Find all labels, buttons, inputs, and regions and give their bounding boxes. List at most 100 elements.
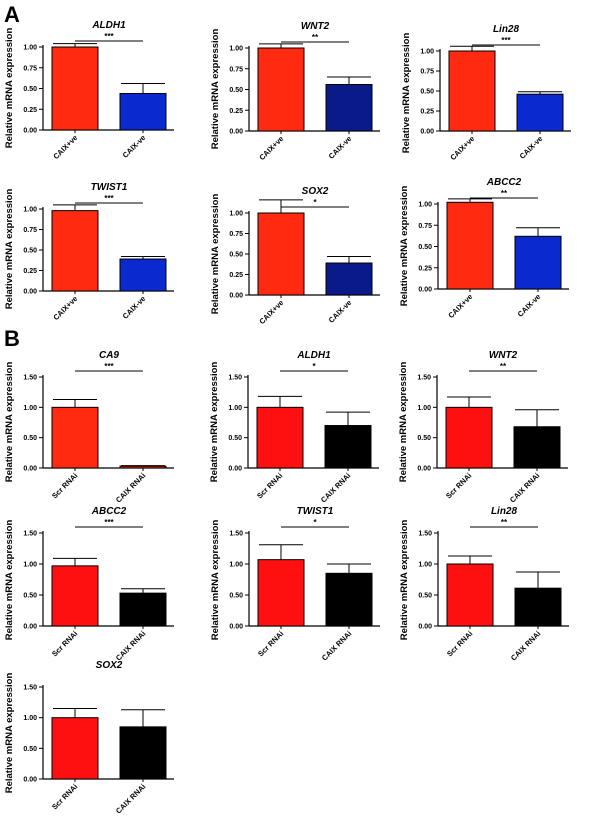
y-tick-label: 1.00 [228, 405, 242, 412]
bar-caix-rnai [119, 726, 167, 780]
y-tick-label: 0.50 [228, 435, 242, 442]
chart-a-twist1: Relative mRNA expression TWIST1 0.00 0.25 0.… [4, 182, 174, 322]
chart-title: WNT2 [489, 350, 518, 361]
x-tick-label: Scr RNAi [445, 629, 474, 658]
y-tick-label: 1.50 [418, 531, 432, 538]
y-axis-label: Relative mRNA expression [399, 186, 410, 307]
y-tick-label: 1.00 [229, 211, 243, 218]
bar-caix-ve [51, 46, 99, 131]
y-tick-label: 0.50 [23, 593, 37, 600]
x-tick-label: Scr RNAi [256, 629, 285, 658]
y-tick-label: 0.50 [23, 248, 37, 255]
y-tick-label: 1.50 [417, 375, 431, 382]
bar-caix-ve [448, 50, 496, 132]
panel-label-a: A [4, 2, 20, 27]
chart-a-sox2: Relative mRNA expression SOX2 0.00 0.25 0.50… [210, 186, 380, 326]
bar-caix-ve [514, 235, 562, 290]
x-tick-label: CAIX-ve [327, 134, 354, 161]
x-tick-label: CAIX+ve [51, 133, 79, 161]
bar-caix-ve [119, 258, 167, 292]
chart-b-aldh1: Relative mRNA expression ALDH1 0.00 0.50 1.0… [209, 350, 379, 505]
x-tick-label: CAIX-ve [516, 292, 543, 319]
y-axis-label: Relative mRNA expression [210, 194, 221, 315]
y-tick-label: 1.50 [23, 531, 37, 538]
bar-caix-ve [325, 262, 373, 296]
y-tick-label: 0.75 [229, 66, 243, 73]
y-tick-label: 1.00 [23, 45, 37, 52]
y-tick-label: 1.00 [229, 562, 243, 569]
y-tick-label: 0.00 [229, 129, 243, 136]
bar-caix-rnai [119, 592, 167, 627]
x-tick-label: CAIX RNAi [114, 782, 147, 815]
bar-caix-ve [257, 212, 305, 296]
y-tick-label: 0.00 [23, 289, 37, 296]
chart-title: WNT2 [301, 21, 330, 32]
y-tick-label: 0.00 [229, 293, 243, 300]
y-tick-label: 0.25 [23, 107, 37, 114]
y-tick-label: 0.25 [420, 109, 434, 116]
bar-scr-rnai [257, 559, 305, 627]
y-tick-label: 1.00 [23, 405, 37, 412]
y-tick-label: 0.50 [418, 593, 432, 600]
y-tick-label: 0.75 [420, 69, 434, 76]
x-tick-label: CAIX+ve [51, 294, 79, 322]
y-tick-label: 0.00 [420, 129, 434, 136]
y-tick-label: 1.00 [23, 207, 37, 214]
significance-label: ** [501, 518, 508, 527]
bar-caix-ve [119, 92, 167, 131]
y-tick-label: 1.50 [23, 375, 37, 382]
significance-label: * [312, 362, 316, 371]
x-tick-label: Scr RNAi [50, 471, 79, 500]
significance-label: ** [500, 362, 507, 371]
y-tick-label: 1.50 [23, 685, 37, 692]
significance-label: *** [501, 36, 511, 45]
y-tick-label: 0.50 [420, 89, 434, 96]
y-tick-label: 1.00 [418, 202, 432, 209]
significance-label: *** [104, 32, 114, 41]
y-axis-label: Relative mRNA expression [399, 520, 410, 641]
x-tick-label: CAIX RNAi [508, 471, 541, 504]
significance-label: ** [501, 189, 508, 198]
x-tick-label: Scr RNAi [50, 782, 79, 811]
bar-scr-rnai [445, 406, 493, 469]
y-tick-label: 0.75 [23, 227, 37, 234]
y-tick-label: 0.50 [229, 252, 243, 259]
bar-scr-rnai [446, 563, 494, 627]
chart-b-abcc2: Relative mRNA expression ABCC2 0.00 0.50 1.0… [4, 506, 174, 663]
bar-caix-ve [257, 47, 305, 132]
chart-b-lin28: Relative mRNA expression Lin28 0.00 0.50 1.0… [399, 506, 569, 663]
x-tick-label: CAIX-ve [121, 294, 148, 321]
chart-b-sox2: Relative mRNA expression SOX2 0.00 0.50 1.00… [4, 660, 174, 816]
chart-b-wnt2: Relative mRNA expression WNT2 0.00 0.50 1.00… [398, 350, 568, 505]
y-tick-label: 0.50 [229, 87, 243, 94]
y-tick-label: 1.00 [417, 405, 431, 412]
y-tick-label: 0.50 [23, 746, 37, 753]
chart-title: ALDH1 [91, 20, 126, 31]
y-axis-label: Relative mRNA expression [398, 362, 409, 483]
chart-title: CA9 [99, 350, 119, 361]
bar-caix-rnai [325, 572, 373, 627]
chart-a-lin28: Relative mRNA expression Lin28 0.00 0.25 0.5… [401, 24, 571, 162]
y-tick-label: 0.00 [23, 466, 37, 473]
bar-scr-rnai [51, 406, 99, 469]
significance-label: ** [312, 33, 319, 42]
y-axis-label: Relative mRNA expression [4, 362, 15, 483]
x-tick-label: CAIX RNAi [114, 629, 147, 662]
x-tick-label: CAIX+ve [257, 298, 285, 326]
chart-a-abcc2: Relative mRNA expression ABCC2 0.00 0.25 0.5… [399, 177, 569, 320]
bar-scr-rnai [51, 565, 99, 627]
y-axis-label: Relative mRNA expression [4, 189, 15, 310]
y-tick-label: 0.75 [23, 65, 37, 72]
chart-title: TWIST1 [297, 506, 334, 517]
bar-caix-rnai [119, 465, 167, 469]
y-axis-label: Relative mRNA expression [4, 28, 15, 149]
significance-label: *** [104, 194, 114, 203]
chart-b-ca9: Relative mRNA expression CA9 0.00 0.50 1.00 1… [4, 350, 174, 505]
x-tick-label: CAIX-ve [327, 298, 354, 325]
x-tick-label: CAIX RNAi [320, 629, 353, 662]
x-tick-label: Scr RNAi [444, 471, 473, 500]
bar-scr-rnai [256, 406, 304, 469]
bar-caix-ve [51, 210, 99, 292]
y-tick-label: 1.00 [418, 562, 432, 569]
y-tick-label: 0.50 [23, 86, 37, 93]
